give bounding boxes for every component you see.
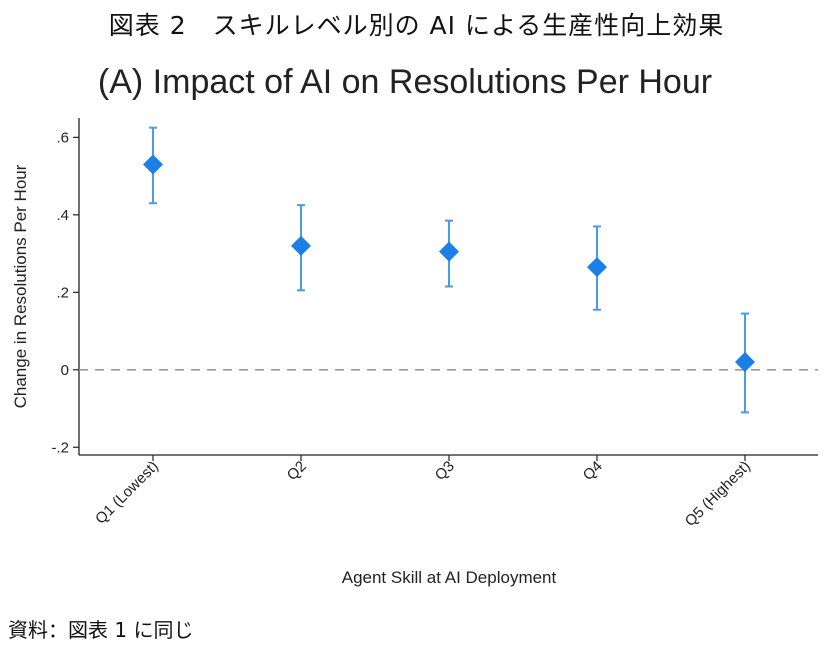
y-tick-label: .4 (56, 207, 69, 224)
data-point-marker (439, 241, 459, 262)
y-tick-label: .2 (56, 284, 69, 301)
x-tick-label: Q2 (284, 458, 310, 484)
data-point-marker (587, 257, 607, 278)
data-point-marker (735, 352, 755, 373)
y-axis-label: Change in Resolutions Per Hour (11, 164, 30, 408)
y-tick-label: 0 (61, 362, 69, 379)
data-points (143, 126, 755, 414)
y-tick-label: .6 (56, 129, 69, 146)
x-ticks: Q1 (Lowest) Q2 Q3 Q4 Q5 (Highest) (92, 455, 754, 530)
x-tick-label: Q3 (432, 458, 458, 484)
x-tick-label: Q4 (580, 458, 606, 484)
chart-title: (A) Impact of AI on Resolutions Per Hour (98, 63, 712, 101)
figure-caption: 図表 2 スキルレベル別の AI による生産性向上効果 (108, 11, 725, 40)
data-point-marker (143, 154, 163, 175)
data-point-marker (291, 235, 311, 256)
x-axis-label: Agent Skill at AI Deployment (342, 568, 557, 587)
source-note: 資料：図表 1 に同じ (8, 618, 194, 642)
x-tick-label: Q1 (Lowest) (92, 458, 162, 528)
y-ticks: -.2 0 .2 .4 .6 (51, 129, 79, 456)
y-tick-label: -.2 (51, 439, 69, 456)
x-tick-label: Q5 (Highest) (682, 458, 754, 530)
